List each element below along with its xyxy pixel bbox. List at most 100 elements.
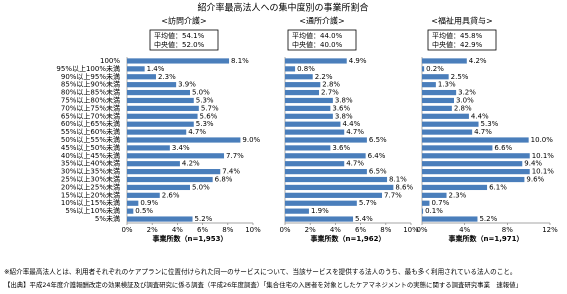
value-label: 10.1% (532, 152, 555, 160)
bar (422, 74, 449, 80)
bar (422, 137, 529, 143)
bar (285, 97, 333, 104)
bar (422, 153, 530, 159)
panel-title: <通所介護> (299, 16, 344, 26)
value-label: 0.2% (426, 65, 444, 73)
value-label: 3.0% (456, 96, 474, 104)
bar (285, 176, 388, 183)
bar (422, 121, 479, 127)
value-label: 4.7% (474, 128, 492, 136)
bar (127, 97, 194, 104)
y-tick-label: 100% (100, 57, 120, 65)
bar (422, 216, 478, 222)
bar (127, 145, 170, 151)
value-label: 5.0% (192, 89, 210, 97)
footnote: ※紹介率最高法人とは、利用者それぞれのケアプランに位置付けられた同一のサービスに… (4, 267, 517, 276)
value-label: 4.9% (349, 57, 367, 65)
value-label: 3.6% (332, 144, 350, 152)
bar (422, 113, 469, 119)
y-tick-label: 40%以上45%未満 (61, 151, 120, 160)
value-label: 0.8% (297, 65, 315, 73)
value-label: 7.7% (384, 191, 402, 199)
bar (127, 184, 190, 191)
y-tick-label: 90%以上95%未満 (61, 72, 120, 81)
y-tick-label: 25%以上30%未満 (61, 175, 120, 184)
value-label: 2.3% (449, 191, 467, 199)
value-label: 3.9% (178, 81, 196, 89)
bar (127, 89, 190, 96)
y-tick-label: 95%以上100%未満 (56, 64, 120, 73)
bar (422, 66, 425, 72)
bar (127, 161, 180, 167)
value-label: 0.9% (140, 199, 158, 207)
y-tick-label: 50%以上55%未満 (61, 135, 120, 144)
bar (422, 200, 430, 206)
bar (127, 129, 187, 135)
bar (127, 121, 194, 127)
x-tick-label: 0% (279, 226, 290, 234)
x-axis-label: 事業所数（n=1,971） (449, 234, 524, 243)
y-tick-label: 75%以上80%未満 (61, 95, 120, 104)
value-label: 8.1% (231, 57, 249, 65)
value-label: 5.2% (195, 215, 213, 223)
value-label: 1.4% (147, 65, 165, 73)
x-tick-label: 0% (121, 226, 132, 234)
value-label: 8.1% (389, 176, 407, 184)
bar (127, 82, 177, 88)
source: 【出典】平成24年度介護報酬改定の効果検証及び調査研究に係る調査（平成26年度調… (4, 280, 522, 289)
bar (285, 169, 367, 175)
value-label: 3.4% (172, 144, 190, 152)
x-tick-label: 8% (380, 226, 391, 234)
y-tick-label: 15%以上20%未満 (61, 190, 120, 199)
bar (285, 58, 347, 64)
bar (127, 200, 139, 206)
bar (285, 89, 320, 96)
stat: 平均値：44.0% (292, 31, 343, 40)
bar (285, 208, 309, 214)
value-label: 6.6% (494, 144, 512, 152)
y-tick-label: 30%以上35%未満 (61, 167, 120, 176)
bar (127, 153, 225, 159)
value-label: 10.1% (532, 168, 555, 176)
bar (285, 200, 357, 206)
bar (285, 137, 367, 143)
x-tick-label: 10% (403, 226, 419, 234)
bar (127, 208, 134, 214)
bar (127, 192, 160, 198)
value-label: 2.5% (451, 73, 469, 81)
stats-box (427, 29, 497, 51)
bar (422, 105, 452, 111)
bar (285, 113, 333, 119)
bar (285, 153, 366, 159)
bar (422, 192, 447, 198)
value-label: 6.1% (489, 183, 507, 191)
bar (285, 216, 354, 222)
y-tick-label: 80%以上85%未満 (61, 88, 120, 97)
x-tick-label: 2% (147, 226, 158, 234)
value-label: 7.7% (226, 152, 244, 160)
chart-title: 紹介率最高法人への集中度別の事業所割合 (197, 2, 368, 14)
value-label: 5.3% (481, 120, 499, 128)
value-label: 6.5% (369, 168, 387, 176)
value-label: 7.4% (222, 168, 240, 176)
bar (285, 145, 331, 151)
y-tick-label: 45%以上50%未満 (61, 143, 120, 152)
value-label: 3.6% (332, 104, 350, 112)
value-label: 5.7% (201, 104, 219, 112)
value-label: 9.0% (242, 136, 260, 144)
stat: 中央値：42.9% (432, 40, 483, 49)
y-tick-label: 70%以上75%未満 (61, 103, 120, 112)
value-label: 5.3% (196, 96, 214, 104)
y-tick-label: 35%以上40%未満 (61, 159, 120, 168)
stat: 平均値：45.8% (432, 31, 483, 40)
stat: 中央値：40.0% (292, 40, 343, 49)
bar (285, 66, 296, 72)
value-label: 4.7% (346, 160, 364, 168)
value-label: 2.8% (322, 81, 340, 89)
value-label: 2.8% (454, 104, 472, 112)
x-tick-label: 2% (305, 226, 316, 234)
y-tick-label: 20%以上25%未満 (61, 182, 120, 191)
bar (285, 161, 345, 167)
bar (285, 192, 383, 198)
value-label: 4.4% (342, 120, 360, 128)
